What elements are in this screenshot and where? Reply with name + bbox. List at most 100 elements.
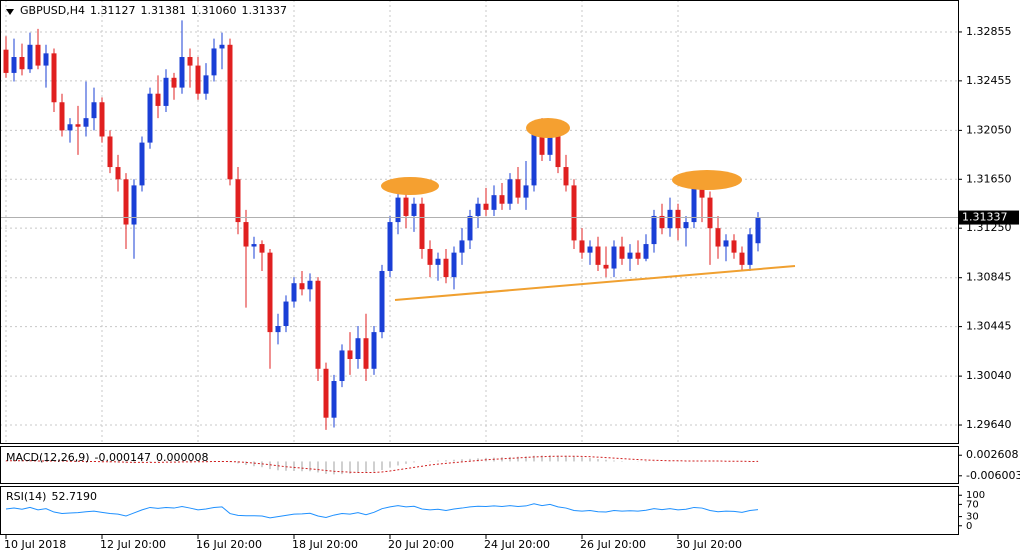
candle-body <box>291 283 297 302</box>
candle-body <box>579 240 585 253</box>
plot-area <box>0 0 958 519</box>
candle-body <box>723 240 729 247</box>
y-tick-label: 1.29640 <box>966 418 1012 431</box>
candle-body <box>67 124 73 131</box>
candle-body <box>59 102 65 131</box>
header-text: 1.31127 <box>90 4 136 17</box>
candle-body <box>603 264 609 269</box>
candle-body <box>27 44 33 70</box>
rsi-tick-label: 30 <box>966 512 979 523</box>
candle-body <box>651 215 657 245</box>
x-tick-label: 16 Jul 20:00 <box>196 538 262 551</box>
rsi-readout: RSI(14) <box>6 490 46 503</box>
x-tick-label: 24 Jul 20:00 <box>484 538 550 551</box>
header-text: 1.31381 <box>140 4 186 17</box>
x-tick-label: 20 Jul 20:00 <box>388 538 454 551</box>
macd-tick-label: -0.006003 <box>966 469 1020 482</box>
macd-tick-label: 0.002608 <box>966 448 1019 461</box>
candle-body <box>267 252 273 333</box>
candle-body <box>11 57 17 73</box>
macd-signal <box>6 455 759 473</box>
candle-body <box>323 368 329 418</box>
candle-body <box>435 258 441 265</box>
right-shoulder <box>672 170 742 190</box>
candle-body <box>411 203 417 216</box>
macd-readout: MACD(12,26,9) <box>6 451 90 464</box>
main-frame <box>0 0 959 444</box>
candle-body <box>395 197 401 223</box>
macd-readout: 0.000008 <box>156 451 209 464</box>
x-tick-label: 12 Jul 20:00 <box>100 538 166 551</box>
candle-body <box>451 252 457 278</box>
rsi-frame <box>0 486 959 535</box>
candle-body <box>139 142 145 186</box>
candle-body <box>99 102 105 137</box>
x-tick-label: 18 Jul 20:00 <box>292 538 358 551</box>
candle-body <box>587 246 593 253</box>
menu-arrow <box>6 9 14 15</box>
candle-body <box>427 248 433 265</box>
y-tick-label: 1.30445 <box>966 320 1012 333</box>
candle-body <box>459 240 465 253</box>
candle-body <box>635 252 641 259</box>
candle-body <box>715 228 721 247</box>
x-tick-label: 30 Jul 20:00 <box>676 538 742 551</box>
y-tick-label: 1.30040 <box>966 369 1012 382</box>
current-price-box <box>959 210 1019 225</box>
candle-body <box>659 215 665 229</box>
candle-body <box>283 301 289 326</box>
candle-body <box>419 203 425 249</box>
pattern-overlay <box>381 118 796 301</box>
candle-body <box>627 252 633 259</box>
candle-body <box>483 203 489 210</box>
candle-body <box>363 338 369 369</box>
candle-body <box>619 246 625 259</box>
candle-body <box>195 65 201 94</box>
macd-readout: -0.000147 <box>95 451 151 464</box>
candle-body <box>563 167 569 186</box>
candle-body <box>339 350 345 382</box>
candle-body <box>643 244 649 259</box>
candle-body <box>163 77 169 106</box>
candle-body <box>179 57 185 88</box>
header-text: 1.31060 <box>191 4 237 17</box>
candle-body <box>115 167 121 180</box>
candle-body <box>203 75 209 94</box>
candle-body <box>707 197 713 229</box>
rsi-readout: 52.7190 <box>51 490 97 503</box>
candle-body <box>19 57 25 70</box>
candle-body <box>747 234 753 265</box>
candle-body <box>499 195 505 204</box>
candle-body <box>331 381 337 418</box>
neckline <box>394 265 796 301</box>
current-price-label: 1.31337 <box>962 211 1008 224</box>
candle-body <box>467 215 473 241</box>
candle-body <box>3 49 9 73</box>
candle-body <box>683 222 689 229</box>
candle-body <box>675 209 681 229</box>
candle-body <box>387 222 393 271</box>
candle-body <box>739 252 745 265</box>
header-text: 1.31337 <box>241 4 287 17</box>
candle-body <box>107 136 113 168</box>
candle-body <box>611 246 617 269</box>
y-tick-label: 1.32050 <box>966 123 1012 136</box>
candle-body <box>299 283 305 290</box>
candle-body <box>667 209 673 229</box>
candle-body <box>595 246 601 265</box>
candle-body <box>731 240 737 253</box>
candle-body <box>523 185 529 198</box>
header-text: GBPUSD,H4 <box>20 4 85 17</box>
candle-body <box>251 244 257 247</box>
candle-body <box>755 217 761 244</box>
y-tick-label: 1.32455 <box>966 74 1012 87</box>
candle-body <box>555 130 561 168</box>
candle-body <box>123 179 129 225</box>
candle-body <box>147 93 153 143</box>
y-tick-label: 1.32855 <box>966 25 1012 38</box>
y-tick-label: 1.31650 <box>966 172 1012 185</box>
candle-body <box>259 244 265 253</box>
candle-body <box>443 258 449 278</box>
candle-body <box>515 179 521 198</box>
